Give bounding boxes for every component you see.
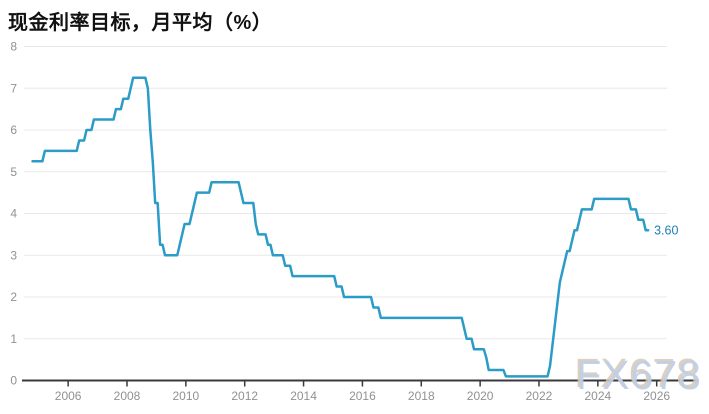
y-axis-tick-label: 2 [10, 290, 17, 304]
x-axis-tick-label: 2010 [173, 389, 200, 403]
x-axis-tick-label: 2008 [114, 389, 141, 403]
x-axis-tick-label: 2006 [55, 389, 82, 403]
last-value-label: 3.60 [654, 223, 678, 237]
chart-title: 现金利率目标，月平均（%） [8, 12, 273, 34]
rate-line [31, 76, 650, 378]
y-axis-tick-label: 4 [10, 207, 17, 221]
y-axis-tick-label: 5 [10, 165, 17, 179]
y-axis-tick-label: 6 [10, 123, 17, 137]
y-axis-tick-label: 0 [10, 374, 17, 388]
x-axis-tick-label: 2012 [231, 389, 258, 403]
x-axis-tick-label: 2020 [467, 389, 494, 403]
x-axis-tick-label: 2014 [290, 389, 317, 403]
x-axis-tick-label: 2024 [584, 389, 611, 403]
y-axis-tick-label: 3 [10, 248, 17, 262]
y-axis-tick-label: 1 [10, 332, 17, 346]
y-axis-tick-label: 8 [10, 40, 17, 54]
x-axis-tick-label: 2016 [349, 389, 376, 403]
y-axis-tick-label: 7 [10, 81, 17, 95]
x-axis-tick-label: 2022 [526, 389, 553, 403]
x-axis-tick-label: 2018 [408, 389, 435, 403]
x-axis-tick-label: 2026 [643, 389, 670, 403]
